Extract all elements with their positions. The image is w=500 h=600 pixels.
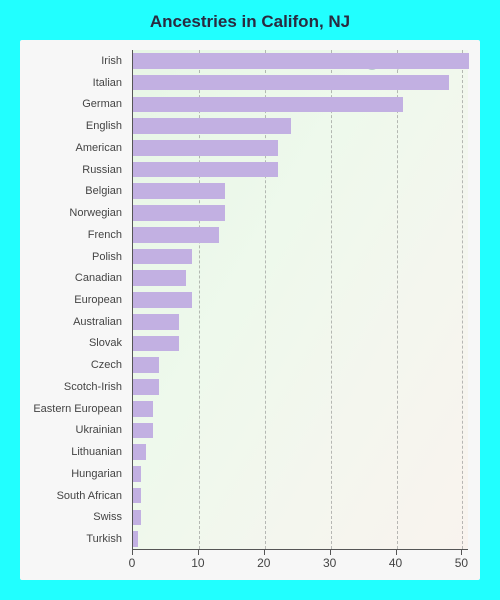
y-axis-label: English [86, 120, 128, 132]
y-axis-label: German [82, 98, 128, 110]
bar-row [133, 118, 468, 134]
y-axis-label: Italian [93, 77, 128, 89]
bar-row [133, 488, 468, 504]
y-axis-label: Turkish [86, 533, 128, 545]
bar-row [133, 140, 468, 156]
bar-row [133, 183, 468, 199]
chart-title: Ancestries in Califon, NJ [0, 0, 500, 38]
y-axis-label: Hungarian [71, 468, 128, 480]
plot-area: City-Data.com [132, 50, 468, 550]
bar-row [133, 379, 468, 395]
y-axis-label: Swiss [93, 511, 128, 523]
y-axis-label: South African [57, 490, 128, 502]
bar [133, 162, 278, 178]
bar [133, 357, 159, 373]
bar [133, 336, 179, 352]
y-axis-label: Belgian [85, 185, 128, 197]
y-axis-label: Canadian [75, 272, 128, 284]
x-tick [264, 550, 265, 555]
y-axis-label: French [88, 229, 128, 241]
bar-row [133, 249, 468, 265]
x-tick-label: 0 [129, 556, 136, 570]
bar [133, 118, 291, 134]
y-axis-label: Norwegian [69, 207, 128, 219]
x-tick [396, 550, 397, 555]
bar [133, 488, 141, 504]
y-axis-label: Slovak [89, 337, 128, 349]
y-axis-label: European [74, 294, 128, 306]
x-tick-label: 20 [257, 556, 270, 570]
x-tick-label: 30 [323, 556, 336, 570]
bar-row [133, 466, 468, 482]
bar-row [133, 205, 468, 221]
x-tick [461, 550, 462, 555]
bar [133, 510, 141, 526]
bar-row [133, 423, 468, 439]
bar-row [133, 97, 468, 113]
y-axis-label: Irish [101, 55, 128, 67]
bar-row [133, 336, 468, 352]
bar [133, 292, 192, 308]
bar [133, 270, 186, 286]
bar-row [133, 227, 468, 243]
bar [133, 249, 192, 265]
bar-row [133, 53, 468, 69]
y-axis-label: Czech [91, 359, 128, 371]
bar [133, 379, 159, 395]
bar-row [133, 444, 468, 460]
bar-row [133, 292, 468, 308]
x-tick [198, 550, 199, 555]
bar [133, 205, 225, 221]
chart-frame: City-Data.com Irish Italian German English A… [20, 40, 480, 580]
bar-row [133, 270, 468, 286]
bar [133, 466, 141, 482]
bar-row [133, 401, 468, 417]
x-tick-label: 10 [191, 556, 204, 570]
bar [133, 75, 449, 91]
x-tick-label: 50 [455, 556, 468, 570]
bar [133, 227, 219, 243]
bar-row [133, 162, 468, 178]
bar-row [133, 510, 468, 526]
y-axis-label: Australian [73, 316, 128, 328]
x-tick [330, 550, 331, 555]
bar [133, 183, 225, 199]
y-axis-label: Polish [92, 251, 128, 263]
y-axis-label: Russian [82, 164, 128, 176]
bar [133, 314, 179, 330]
bar-row [133, 75, 468, 91]
y-axis-label: Lithuanian [71, 446, 128, 458]
bar [133, 401, 153, 417]
bar [133, 423, 153, 439]
bar [133, 444, 146, 460]
y-axis-label: American [76, 142, 128, 154]
bar [133, 53, 469, 69]
y-axis-label: Ukrainian [76, 424, 128, 436]
x-tick-label: 40 [389, 556, 402, 570]
bar [133, 140, 278, 156]
bar-row [133, 531, 468, 547]
bar [133, 531, 138, 547]
x-tick [132, 550, 133, 555]
bar-row [133, 314, 468, 330]
bar [133, 97, 403, 113]
bar-row [133, 357, 468, 373]
y-axis-label: Scotch-Irish [64, 381, 128, 393]
y-axis-label: Eastern European [33, 403, 128, 415]
